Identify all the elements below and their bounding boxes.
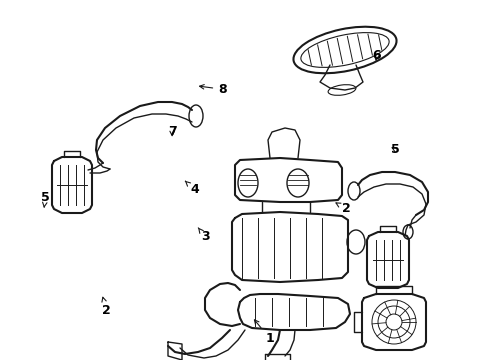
Text: 2: 2 bbox=[102, 297, 111, 317]
Text: 5: 5 bbox=[41, 191, 50, 207]
Text: 2: 2 bbox=[335, 202, 350, 215]
Text: 5: 5 bbox=[390, 143, 399, 156]
Text: 3: 3 bbox=[198, 228, 209, 243]
Text: 4: 4 bbox=[185, 181, 199, 196]
Text: 7: 7 bbox=[167, 125, 176, 138]
Text: 8: 8 bbox=[199, 83, 226, 96]
Text: 6: 6 bbox=[371, 49, 380, 62]
Text: 1: 1 bbox=[254, 320, 274, 345]
